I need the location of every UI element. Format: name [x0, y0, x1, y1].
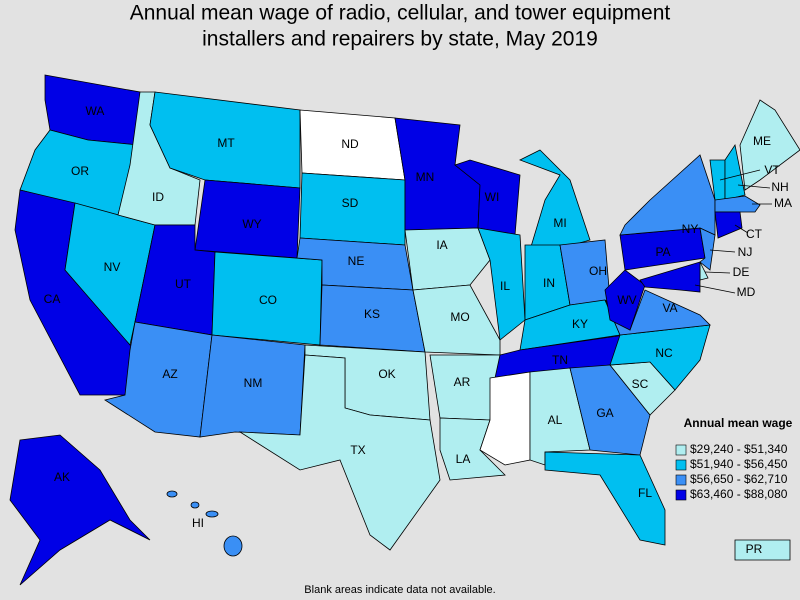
state-shape: [639, 261, 701, 293]
state-label: VA: [662, 301, 677, 315]
note: Blank areas indicate data not available.: [304, 584, 495, 596]
state-shape: [619, 154, 716, 236]
state-label: AL: [548, 413, 563, 427]
state-label: HI: [192, 516, 204, 530]
state-label: SC: [632, 377, 649, 391]
state-label: TN: [552, 353, 568, 367]
state-shape: [699, 227, 716, 271]
state-shape: [714, 211, 743, 239]
state-label: KY: [572, 317, 588, 331]
state-shape: [404, 227, 491, 291]
state-label: OK: [378, 367, 395, 381]
state-label: CO: [259, 293, 277, 307]
state-label: AR: [454, 375, 471, 389]
legend-label: $63,460 - $88,080: [690, 487, 788, 501]
legend-title: Annual mean wage: [684, 416, 793, 430]
state-label: PR: [746, 542, 763, 556]
state-label: ND: [341, 137, 359, 151]
state-shape: [544, 451, 666, 546]
legend-swatch: [675, 444, 687, 456]
state-label: TX: [350, 443, 365, 457]
legend-label: $51,940 - $56,450: [690, 457, 788, 471]
state-shape: [739, 99, 800, 191]
state-label: WV: [617, 293, 636, 307]
legend-label: $56,650 - $62,710: [690, 472, 788, 486]
state-label: DE: [733, 265, 750, 279]
state-label: AK: [54, 470, 70, 484]
state-label: IL: [500, 279, 510, 293]
state-label: NH: [771, 180, 788, 194]
state-label: MO: [450, 310, 469, 324]
legend-label: $29,240 - $51,340: [690, 442, 788, 456]
state-label: GA: [596, 406, 613, 420]
state-label: AZ: [162, 367, 177, 381]
state-label: IA: [436, 238, 447, 252]
state-shape: [714, 195, 761, 213]
state-label: LA: [456, 452, 471, 466]
state-shape: [238, 354, 441, 551]
state-label: NM: [244, 376, 263, 390]
state-label: ME: [753, 134, 771, 148]
state-label: NY: [682, 222, 699, 236]
state-shape: [519, 149, 591, 251]
state-shape: [734, 539, 791, 561]
state-label: FL: [638, 486, 652, 500]
state-label: NC: [655, 346, 673, 360]
state-shape: [724, 143, 746, 201]
legend-swatch: [675, 489, 687, 501]
state-label: IN: [543, 276, 555, 290]
state-label: WA: [86, 104, 105, 118]
state-label: CT: [746, 227, 763, 241]
state-label: NE: [348, 254, 365, 268]
state-label: OH: [589, 264, 607, 278]
state-label: MT: [217, 136, 235, 150]
state-label: CA: [44, 292, 61, 306]
title: Annual mean wage of radio, cellular, and…: [130, 2, 671, 25]
state-label: WY: [242, 217, 261, 231]
state-label: KS: [364, 307, 380, 321]
state-label: NJ: [738, 245, 753, 259]
state-label: UT: [175, 277, 192, 291]
state-label: OR: [71, 164, 89, 178]
state-shape: [412, 284, 501, 356]
state-label: MI: [553, 216, 566, 230]
state-label: MA: [774, 196, 792, 210]
state-shape: [9, 434, 151, 586]
state-shape: [569, 364, 651, 456]
state-label: VT: [764, 163, 780, 177]
leader-lines: [694, 169, 772, 294]
state-label: NV: [104, 260, 121, 274]
state-label: SD: [342, 196, 359, 210]
state-label: MN: [416, 170, 435, 184]
state-shape: [477, 227, 526, 341]
state-shape: [604, 269, 646, 331]
state-label: PA: [655, 245, 670, 259]
state-label: MD: [737, 285, 756, 299]
title: installers and repairers by state, May 2…: [202, 28, 598, 51]
state-shape: [166, 490, 243, 557]
legend-swatch: [675, 474, 687, 486]
legend-swatch: [675, 459, 687, 471]
state-label: ID: [152, 190, 164, 204]
state-label: WI: [485, 190, 500, 204]
